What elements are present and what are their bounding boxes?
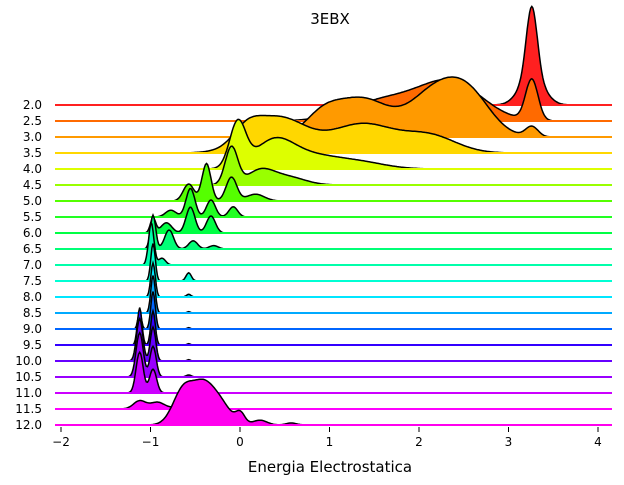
ridge-fill xyxy=(55,188,612,217)
ridge-3.5 xyxy=(55,114,612,154)
chart-title: 3EBX xyxy=(310,10,350,28)
x-tick-label: −2 xyxy=(52,435,70,449)
y-tick-label: 6.0 xyxy=(23,226,42,240)
y-tick-label: 2.0 xyxy=(23,98,42,112)
ridge-4.5 xyxy=(55,145,612,186)
y-tick-label: 9.0 xyxy=(23,322,42,336)
ridge-6.0 xyxy=(55,206,612,234)
ridge-9.5 xyxy=(55,307,612,346)
y-tick-label: 11.0 xyxy=(15,386,42,400)
ridge-7.5 xyxy=(55,243,612,282)
y-tick-label: 10.5 xyxy=(15,370,42,384)
ridge-5.5 xyxy=(55,187,612,218)
ridge-outline xyxy=(55,206,612,234)
y-tick-label: 8.0 xyxy=(23,290,42,304)
x-tick-label: 0 xyxy=(236,435,244,449)
ridge-11.5 xyxy=(55,399,612,410)
ridge-fill xyxy=(55,207,612,233)
y-tick-label: 5.5 xyxy=(23,210,42,224)
y-tick-label: 7.0 xyxy=(23,258,42,272)
ridge-fill xyxy=(55,163,612,201)
ridge-9.0 xyxy=(55,291,612,330)
ridge-4.0 xyxy=(55,118,612,170)
x-axis: −2 −1 0 1 2 3 4 xyxy=(52,427,602,449)
y-tick-label: 3.0 xyxy=(23,130,42,144)
y-tick-label: 11.5 xyxy=(15,402,42,416)
y-tick-label: 3.5 xyxy=(23,146,42,160)
x-axis-label: Energia Electrostatica xyxy=(248,458,412,476)
ridge-fill xyxy=(55,77,612,137)
x-tick-label: 4 xyxy=(594,435,602,449)
y-tick-label: 2.5 xyxy=(23,114,42,128)
y-tick-label: 10.0 xyxy=(15,354,42,368)
ridge-8.0 xyxy=(55,260,612,298)
ridge-fill xyxy=(55,352,612,393)
y-tick-label: 9.5 xyxy=(23,338,42,352)
x-tick-label: 1 xyxy=(326,435,334,449)
ridge-fill xyxy=(55,379,612,425)
y-tick-label: 8.5 xyxy=(23,306,42,320)
ridge-fill xyxy=(55,119,612,169)
ridge-10.5 xyxy=(55,331,612,378)
ridge-fill xyxy=(55,223,612,265)
ridge-8.5 xyxy=(55,275,612,314)
y-tick-label: 6.5 xyxy=(23,242,42,256)
ridge-fill xyxy=(55,115,612,153)
y-tick-labels: 2.0 2.5 3.0 3.5 4.0 4.5 5.0 5.5 6.0 6.5 7.0 7.5 8.0 8… xyxy=(15,98,42,432)
ridges-group xyxy=(55,5,612,426)
ridge-fill xyxy=(55,400,612,409)
y-tick-label: 7.5 xyxy=(23,274,42,288)
ridge-12.0 xyxy=(55,378,612,426)
ridge-outline xyxy=(55,187,612,218)
ridge-7.0 xyxy=(55,222,612,266)
ridge-11.0 xyxy=(55,350,612,394)
y-tick-label: 12.0 xyxy=(15,418,42,432)
y-tick-label: 5.0 xyxy=(23,194,42,208)
x-tick-label: 3 xyxy=(505,435,513,449)
ridge-5.0 xyxy=(55,162,612,202)
y-tick-label: 4.0 xyxy=(23,162,42,176)
x-tick-label: 2 xyxy=(415,435,423,449)
y-tick-label: 4.5 xyxy=(23,178,42,192)
x-tick-label: −1 xyxy=(142,435,160,449)
ridge-10.0 xyxy=(55,316,612,362)
ridge-outline xyxy=(55,222,612,266)
